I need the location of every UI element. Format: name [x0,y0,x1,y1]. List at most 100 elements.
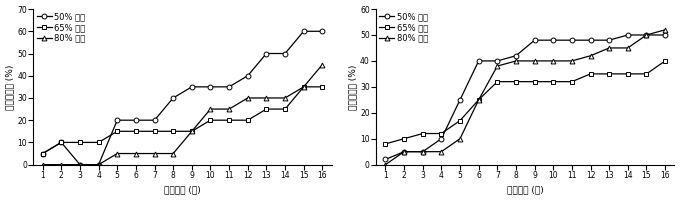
80% 수컷 [549,60,558,62]
65% 수컷 [549,80,558,83]
50% 수컷 [400,150,408,153]
80% 암컷 [281,97,289,99]
65% 수컷 [419,132,427,135]
65% 암컷 [318,86,326,88]
65% 암컷 [300,86,308,88]
65% 암컷 [39,152,47,155]
50% 암컷 [150,119,158,121]
50% 수컷 [493,60,501,62]
50% 수컷 [661,34,669,36]
80% 수컷 [568,60,576,62]
80% 암컷 [262,97,271,99]
80% 암컷 [76,163,84,166]
Y-axis label: 누적폐사율 (%): 누적폐사율 (%) [5,64,14,110]
80% 수컷 [475,99,483,101]
80% 수컷 [437,150,445,153]
50% 수컷 [643,34,651,36]
50% 암컷 [243,75,252,77]
65% 암컷 [207,119,215,121]
50% 수컷 [437,138,445,140]
50% 암컷 [225,86,233,88]
65% 암컷 [243,119,252,121]
50% 암컷 [318,30,326,32]
80% 수컷 [586,55,594,57]
65% 수컷 [530,80,539,83]
80% 수컷 [530,60,539,62]
50% 수컷 [568,39,576,41]
80% 암컷 [188,130,196,132]
80% 수컷 [643,34,651,36]
Legend: 50% 수컷, 65% 수컷, 80% 수컷: 50% 수컷, 65% 수컷, 80% 수컷 [378,11,430,44]
80% 암컷 [243,97,252,99]
Line: 80% 암컷: 80% 암컷 [40,62,325,167]
80% 암컷 [207,108,215,110]
Line: 65% 암컷: 65% 암컷 [40,84,325,156]
Legend: 50% 암컷, 65% 암컷, 80% 암컷: 50% 암컷, 65% 암컷, 80% 암컷 [35,11,87,44]
80% 수컷 [400,150,408,153]
50% 암컷 [57,141,65,144]
50% 암컷 [300,30,308,32]
65% 암컷 [281,108,289,110]
65% 수컷 [475,99,483,101]
50% 암컷 [39,152,47,155]
X-axis label: 경과기간 (주): 경과기간 (주) [164,185,201,194]
65% 수컷 [661,60,669,62]
50% 수컷 [419,150,427,153]
65% 암컷 [57,141,65,144]
Line: 65% 수컷: 65% 수컷 [383,58,668,146]
50% 수컷 [530,39,539,41]
80% 암컷 [169,152,177,155]
80% 수컷 [605,47,613,49]
80% 수컷 [661,29,669,31]
50% 수컷 [456,99,464,101]
Line: 50% 수컷: 50% 수컷 [383,33,668,162]
50% 수컷 [586,39,594,41]
65% 암컷 [150,130,158,132]
50% 수컷 [475,60,483,62]
65% 수컷 [643,73,651,75]
65% 암컷 [76,141,84,144]
65% 수컷 [437,132,445,135]
80% 수컷 [419,150,427,153]
65% 암컷 [169,130,177,132]
65% 수컷 [400,138,408,140]
Y-axis label: 누적폐사율 (%): 누적폐사율 (%) [348,64,357,110]
50% 수컷 [381,158,390,161]
X-axis label: 경과기간 (주): 경과기간 (주) [507,185,543,194]
80% 수컷 [512,60,520,62]
65% 암컷 [95,141,103,144]
Line: 80% 수컷: 80% 수컷 [383,27,668,167]
80% 암컷 [300,86,308,88]
65% 수컷 [493,80,501,83]
Line: 50% 암컷: 50% 암컷 [40,29,325,167]
65% 암컷 [188,130,196,132]
65% 암컷 [262,108,271,110]
80% 암컷 [225,108,233,110]
50% 암컷 [113,119,121,121]
80% 암컷 [150,152,158,155]
65% 수컷 [381,143,390,145]
50% 수컷 [512,55,520,57]
65% 수컷 [512,80,520,83]
50% 암컷 [281,52,289,55]
50% 수컷 [605,39,613,41]
50% 암컷 [169,97,177,99]
65% 수컷 [456,119,464,122]
50% 암컷 [207,86,215,88]
65% 수컷 [624,73,632,75]
50% 암컷 [132,119,140,121]
65% 수컷 [605,73,613,75]
80% 암컷 [57,163,65,166]
80% 암컷 [39,163,47,166]
80% 수컷 [624,47,632,49]
65% 암컷 [113,130,121,132]
50% 암컷 [95,163,103,166]
80% 암컷 [95,163,103,166]
65% 암컷 [225,119,233,121]
50% 암컷 [188,86,196,88]
80% 암컷 [318,63,326,66]
80% 수컷 [493,65,501,67]
80% 암컷 [113,152,121,155]
50% 암컷 [76,163,84,166]
65% 수컷 [568,80,576,83]
